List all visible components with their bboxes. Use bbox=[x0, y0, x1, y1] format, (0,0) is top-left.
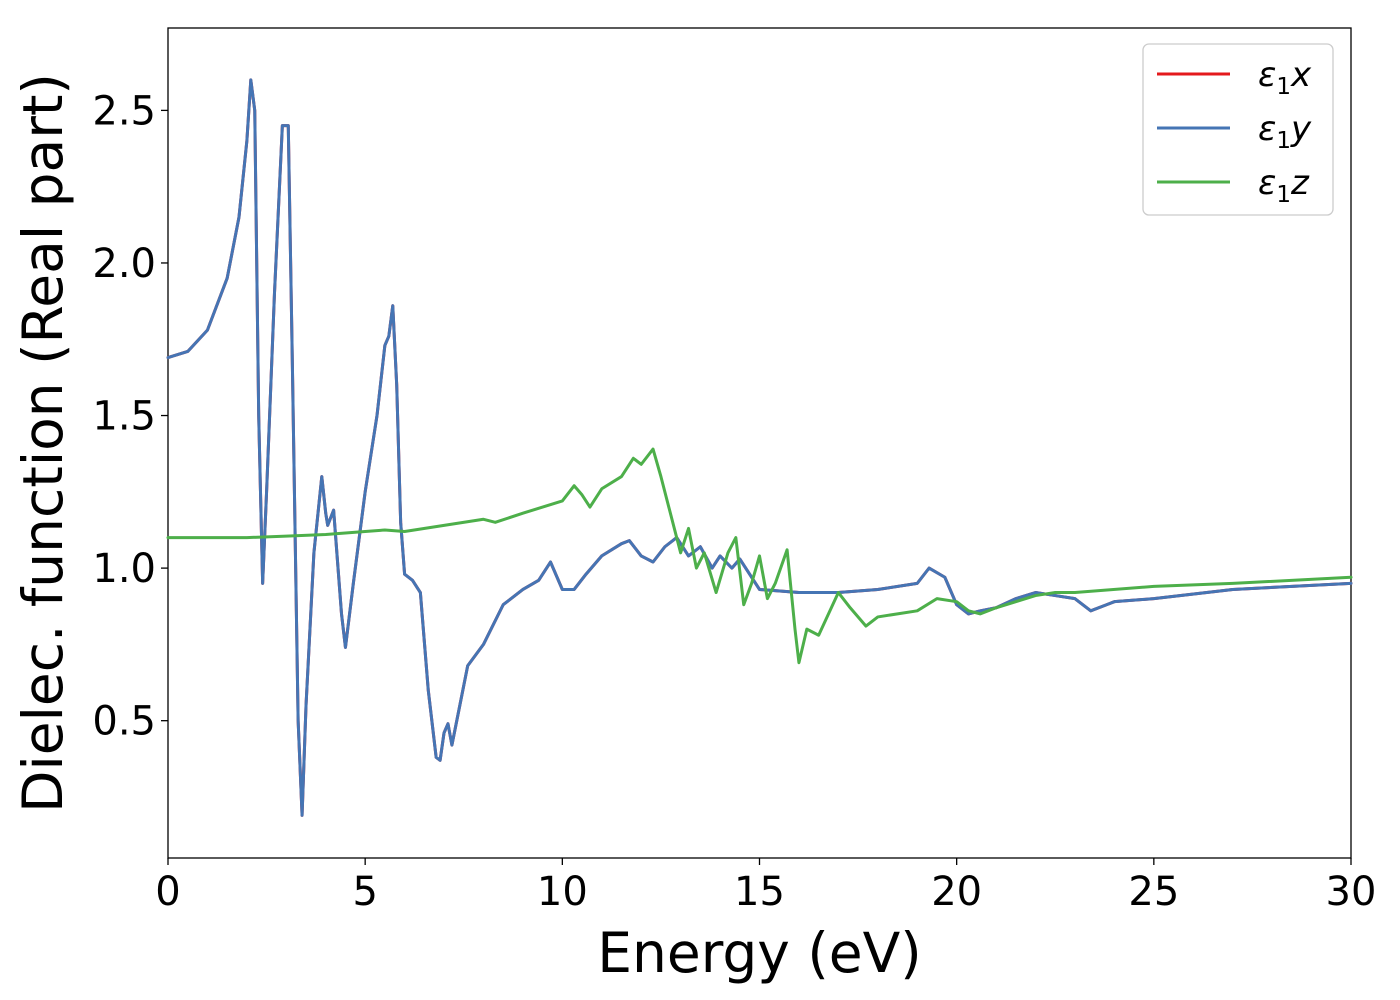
legend: ε1x ε1y ε1z bbox=[1142, 43, 1334, 216]
y-axis-label: Dielec. function (Real part) bbox=[11, 73, 75, 813]
x-tick-label: 25 bbox=[1128, 869, 1179, 915]
legend-label-x: ε1x bbox=[1258, 55, 1312, 100]
x-tick-label: 30 bbox=[1326, 869, 1377, 915]
y-tick-label: 2.0 bbox=[92, 241, 156, 287]
y-tick-label: 0.5 bbox=[92, 699, 156, 745]
plot-area: 0 5 10 15 20 25 30 0.5 1.0 1.5 2.0 2.5 bbox=[92, 27, 1376, 915]
y-tick-label: 1.0 bbox=[92, 546, 156, 592]
y-tick-label: 2.5 bbox=[92, 88, 156, 134]
series-line-z bbox=[166, 447, 1353, 665]
x-axis-label: Energy (eV) bbox=[597, 921, 921, 985]
series-layer bbox=[166, 78, 1353, 817]
x-axis-ticks: 0 5 10 15 20 25 30 bbox=[155, 858, 1376, 915]
legend-box bbox=[1142, 43, 1334, 216]
legend-label-z: ε1z bbox=[1258, 163, 1310, 208]
y-axis-ticks: 0.5 1.0 1.5 2.0 2.5 bbox=[92, 88, 168, 745]
x-tick-label: 15 bbox=[734, 869, 785, 915]
x-tick-label: 5 bbox=[352, 869, 377, 915]
x-tick-label: 20 bbox=[931, 869, 982, 915]
legend-items: ε1x ε1y ε1z bbox=[1157, 55, 1312, 208]
x-tick-label: 0 bbox=[155, 869, 180, 915]
x-tick-label: 10 bbox=[537, 869, 588, 915]
series-line-y bbox=[166, 78, 1353, 817]
legend-label-y: ε1y bbox=[1258, 109, 1312, 154]
y-tick-label: 1.5 bbox=[92, 394, 156, 440]
